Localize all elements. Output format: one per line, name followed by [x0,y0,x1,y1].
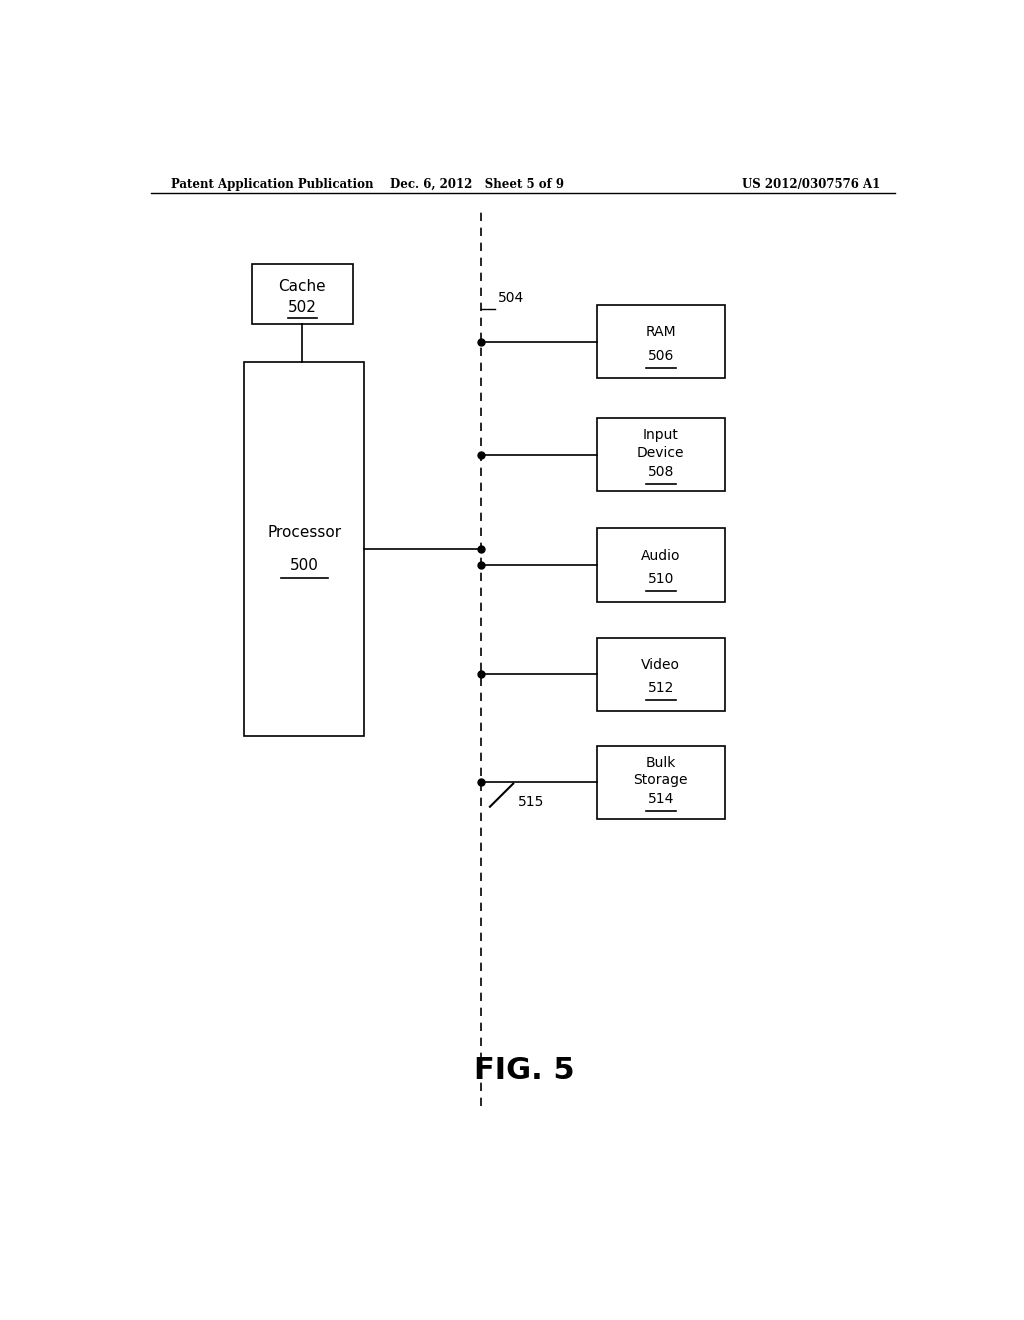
Bar [597,305,725,379]
Text: 514: 514 [647,792,674,807]
Text: 502: 502 [288,300,316,314]
Text: Input
Device: Input Device [637,429,685,459]
Text: Patent Application Publication: Patent Application Publication [171,178,373,190]
Text: Dec. 6, 2012   Sheet 5 of 9: Dec. 6, 2012 Sheet 5 of 9 [390,178,564,190]
Text: 515: 515 [518,795,544,809]
Bar [597,418,725,491]
Text: Audio: Audio [641,549,681,562]
Text: 504: 504 [498,290,524,305]
Text: 506: 506 [647,348,674,363]
Bar [597,638,725,711]
Text: RAM: RAM [645,326,676,339]
Text: 510: 510 [647,572,674,586]
Text: Cache: Cache [279,280,327,294]
Bar [252,264,352,323]
Bar [245,363,365,737]
Bar [597,528,725,602]
Text: Bulk
Storage: Bulk Storage [634,755,688,787]
Text: 508: 508 [647,465,674,479]
Bar [597,746,725,818]
Text: US 2012/0307576 A1: US 2012/0307576 A1 [741,178,880,190]
Text: 500: 500 [290,558,318,573]
Text: Processor: Processor [267,525,341,540]
Text: Video: Video [641,659,680,672]
Text: FIG. 5: FIG. 5 [474,1056,575,1085]
Text: 512: 512 [647,681,674,696]
